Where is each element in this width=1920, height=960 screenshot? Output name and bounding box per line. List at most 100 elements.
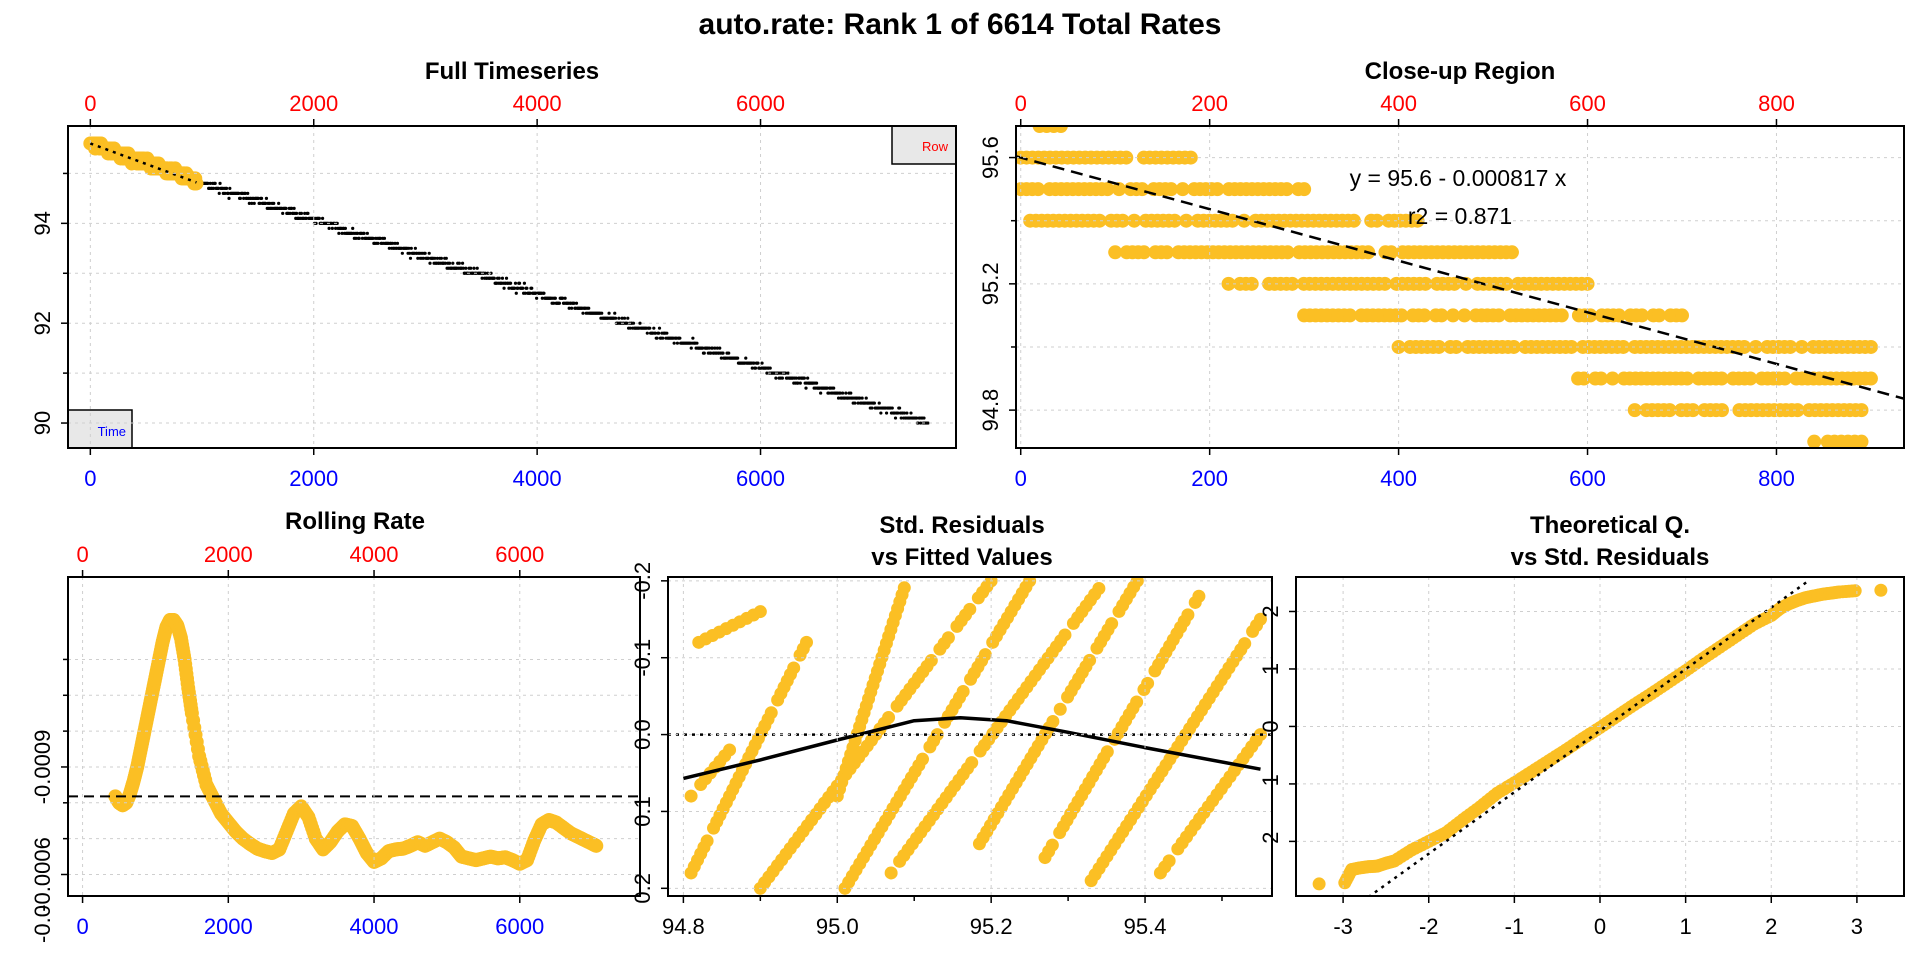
data-point — [365, 231, 369, 235]
closeup-region-title: Close-up Region — [1365, 58, 1556, 85]
data-point — [1580, 276, 1595, 291]
data-point — [798, 381, 802, 385]
data-point — [753, 366, 758, 370]
data-point — [1783, 339, 1798, 354]
data-point — [1370, 213, 1385, 228]
data-point — [306, 211, 310, 215]
data-point — [1748, 339, 1763, 354]
data-point — [288, 211, 292, 215]
data-point — [1210, 182, 1225, 197]
data-point — [567, 306, 571, 310]
y-tick-label: 95.2 — [978, 262, 1003, 305]
data-point — [838, 391, 842, 395]
residuals-title-line-2: vs Fitted Values — [871, 544, 1052, 571]
data-point — [570, 306, 574, 310]
residual-point — [884, 866, 898, 880]
data-point — [841, 391, 845, 395]
residual-point — [916, 752, 930, 766]
data-point — [517, 281, 522, 285]
data-point — [853, 401, 857, 405]
data-point — [765, 371, 769, 375]
data-point — [426, 256, 430, 260]
data-point — [243, 191, 247, 195]
data-point — [227, 196, 231, 200]
fit-line — [1016, 155, 1904, 400]
data-point — [695, 341, 699, 345]
data-point — [461, 266, 465, 270]
data-point — [395, 241, 400, 245]
data-point — [1377, 276, 1392, 291]
x-tick-label: 94.8 — [662, 914, 705, 939]
residual-point — [1058, 628, 1072, 642]
data-point — [607, 311, 611, 315]
data-point — [672, 341, 676, 345]
data-point — [1100, 182, 1115, 197]
data-point — [702, 351, 706, 355]
figure-title: auto.rate: Rank 1 of 6614 Total Rates — [698, 8, 1222, 41]
data-point — [652, 326, 656, 330]
data-point — [814, 381, 819, 385]
residual-point — [984, 577, 998, 588]
data-point — [343, 226, 347, 230]
data-point — [421, 256, 426, 260]
residual-point — [1130, 695, 1144, 709]
data-point — [1685, 403, 1700, 418]
data-point — [540, 296, 544, 300]
data-point — [264, 201, 268, 205]
data-point — [1434, 308, 1449, 323]
data-point — [528, 291, 532, 295]
panel-frame — [667, 576, 1273, 897]
data-point — [1092, 213, 1107, 228]
data-point — [1127, 213, 1142, 228]
x-tick-label: 0 — [1594, 914, 1606, 939]
data-point — [1854, 434, 1869, 448]
y-tick-label: 0 — [1258, 720, 1283, 732]
data-point — [525, 286, 529, 290]
data-point — [574, 301, 579, 305]
full-timeseries-title: Full Timeseries — [425, 58, 599, 85]
residual-point — [1238, 637, 1252, 651]
data-point — [1504, 245, 1519, 260]
y-tick-label: -1 — [1258, 774, 1283, 794]
data-point — [899, 416, 903, 420]
data-point — [1634, 308, 1649, 323]
residual-point — [764, 706, 778, 720]
residual-point — [1181, 608, 1195, 622]
data-point — [721, 351, 725, 355]
data-point — [713, 346, 717, 350]
data-point — [617, 316, 621, 320]
x2-tick-label: 6000 — [495, 542, 544, 567]
y-tick-label: -0.0006 — [30, 837, 55, 912]
data-point — [675, 341, 680, 345]
data-point — [327, 226, 331, 230]
data-point — [1285, 276, 1300, 291]
residual-point — [700, 834, 714, 848]
data-point — [1612, 308, 1627, 323]
data-point — [1244, 276, 1259, 291]
r-squared-label: r2 = 0.871 — [1408, 203, 1512, 229]
data-point — [360, 236, 365, 240]
data-point — [256, 196, 260, 200]
data-point — [1279, 182, 1294, 197]
data-point — [355, 231, 360, 235]
residual-point — [1045, 838, 1059, 852]
data-point — [457, 261, 461, 265]
data-point — [710, 346, 715, 350]
data-point — [796, 381, 800, 385]
x2-tick-label: 0 — [1015, 91, 1027, 116]
data-point — [1445, 308, 1460, 323]
data-point — [1112, 182, 1127, 197]
data-point — [238, 196, 242, 200]
data-point — [407, 246, 411, 250]
data-point — [408, 251, 412, 255]
data-point — [628, 326, 632, 330]
data-point — [620, 316, 624, 320]
x-tick-label: 4000 — [513, 466, 562, 491]
data-point — [428, 261, 432, 265]
data-point — [858, 396, 862, 400]
x2-tick-label: 4000 — [350, 542, 399, 567]
y-tick-label: 0.2 — [630, 873, 655, 904]
data-point — [330, 226, 334, 230]
data-point — [1652, 308, 1667, 323]
data-point — [299, 211, 304, 215]
